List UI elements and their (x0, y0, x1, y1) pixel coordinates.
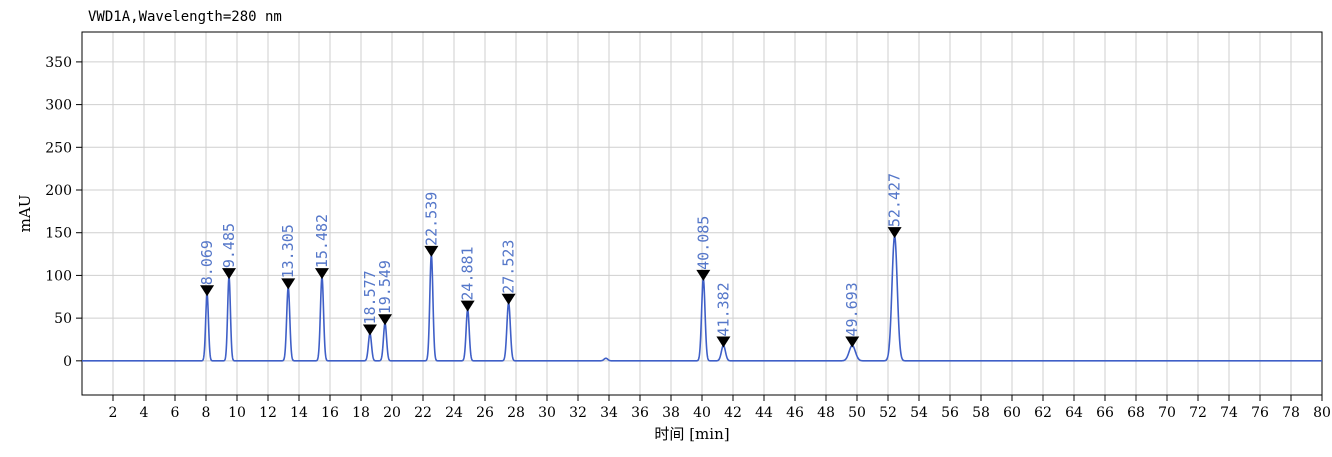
peak-retention-label: 19.549 (376, 260, 394, 314)
peak-marker (887, 227, 902, 239)
x-tick-label: 10 (228, 405, 246, 421)
y-tick-label: 150 (45, 226, 72, 242)
x-tick-label: 4 (140, 405, 149, 421)
peak-retention-label: 41.382 (714, 282, 732, 336)
peak-marker (716, 336, 731, 348)
peak-marker (460, 300, 475, 312)
x-tick-label: 2 (109, 405, 118, 421)
y-axis-label: mAU (16, 195, 34, 233)
x-tick-label: 64 (1065, 405, 1083, 421)
x-tick-label: 50 (848, 405, 866, 421)
peak-marker (222, 268, 237, 280)
peak-marker (696, 269, 711, 281)
x-tick-label: 36 (631, 405, 649, 421)
x-tick-label: 52 (879, 405, 897, 421)
x-tick-label: 54 (910, 405, 928, 421)
x-tick-label: 66 (1096, 405, 1114, 421)
y-tick-label: 250 (45, 140, 72, 156)
peak-marker (845, 336, 860, 348)
peak-marker (501, 293, 516, 305)
y-tick-label: 100 (45, 268, 72, 284)
x-tick-label: 20 (383, 405, 401, 421)
peak-marker (424, 245, 439, 257)
x-tick-label: 40 (693, 405, 711, 421)
x-tick-label: 56 (941, 405, 959, 421)
x-tick-label: 38 (662, 405, 680, 421)
peak-marker (314, 268, 329, 280)
x-tick-label: 16 (321, 405, 339, 421)
peak-retention-label: 13.305 (279, 224, 297, 278)
x-tick-label: 24 (445, 405, 463, 421)
x-tick-label: 34 (600, 405, 618, 421)
peak-marker (362, 324, 377, 336)
peak-marker (200, 285, 215, 297)
x-tick-label: 80 (1313, 405, 1331, 421)
peak-retention-label: 49.693 (843, 282, 861, 336)
x-tick-label: 72 (1189, 405, 1207, 421)
x-tick-label: 18 (352, 405, 370, 421)
x-tick-label: 32 (569, 405, 587, 421)
x-tick-label: 26 (476, 405, 494, 421)
x-tick-label: 14 (290, 405, 308, 421)
peak-retention-label: 40.085 (694, 216, 712, 270)
grid (82, 32, 1323, 395)
y-tick-label: 350 (45, 55, 72, 71)
x-tick-label: 48 (817, 405, 835, 421)
axis-ticks: 2 4 6 8 10 12 14 16 18 20 22 24 26 28 30 32 34 36 38 40 42 44… (45, 55, 1331, 421)
peak-retention-label: 24.881 (459, 246, 477, 300)
x-tick-label: 58 (972, 405, 990, 421)
y-tick-label: 300 (45, 98, 72, 114)
peak-marker (378, 314, 393, 326)
x-tick-label: 74 (1220, 405, 1238, 421)
x-tick-label: 6 (171, 405, 180, 421)
peak-retention-label: 9.485 (220, 223, 238, 268)
peak-retention-label: 8.069 (198, 240, 216, 285)
x-tick-label: 62 (1034, 405, 1052, 421)
x-axis-label: 时间 [min] (654, 425, 729, 443)
x-tick-label: 42 (724, 405, 742, 421)
signal-title: VWD1A,Wavelength=280 nm (88, 9, 282, 25)
peak-retention-label: 22.539 (422, 192, 440, 246)
x-tick-label: 22 (414, 405, 432, 421)
x-tick-label: 60 (1003, 405, 1021, 421)
peak-retention-label: 52.427 (886, 173, 904, 227)
peak-marker (281, 278, 296, 290)
x-tick-label: 28 (507, 405, 525, 421)
peak-retention-label: 18.577 (361, 270, 379, 324)
x-tick-label: 78 (1282, 405, 1300, 421)
x-tick-label: 8 (202, 405, 211, 421)
x-tick-label: 12 (259, 405, 277, 421)
y-tick-label: 50 (54, 311, 72, 327)
x-tick-label: 76 (1251, 405, 1269, 421)
peak-retention-label: 15.482 (313, 214, 331, 268)
x-tick-label: 44 (755, 405, 773, 421)
chromatogram-trace (82, 234, 1322, 362)
x-tick-label: 46 (786, 405, 804, 421)
x-tick-label: 68 (1127, 405, 1145, 421)
peak-retention-label: 27.523 (500, 240, 518, 294)
x-tick-label: 30 (538, 405, 556, 421)
y-tick-label: 200 (45, 183, 72, 199)
x-tick-label: 70 (1158, 405, 1176, 421)
y-tick-label: 0 (63, 354, 72, 370)
